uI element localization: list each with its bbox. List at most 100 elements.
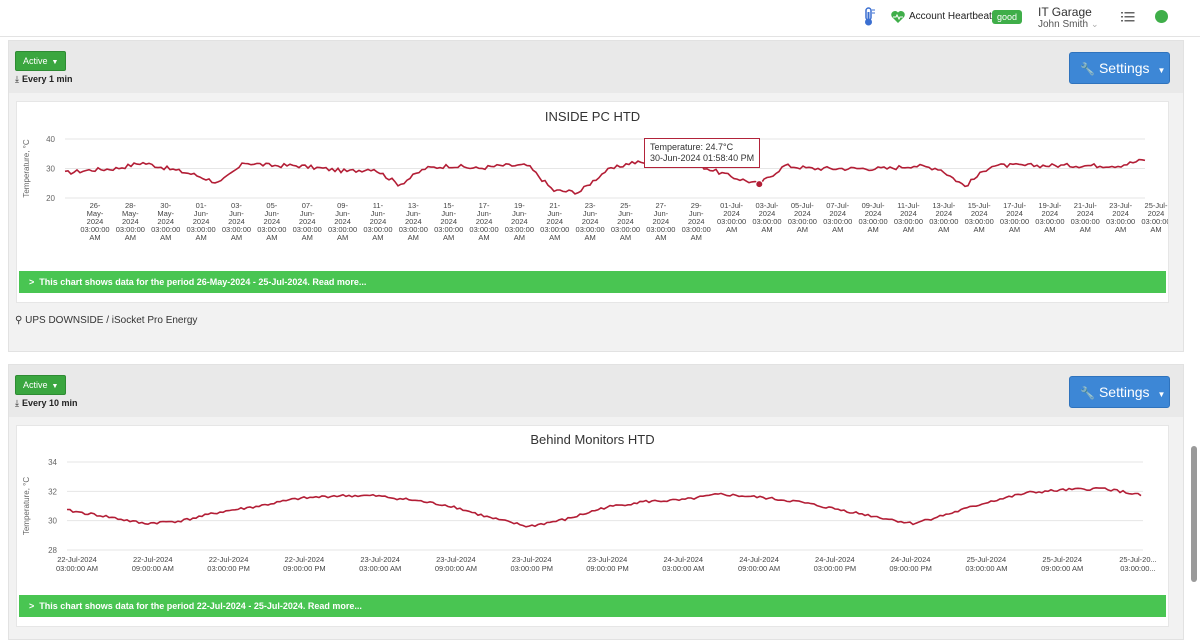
series-line bbox=[64, 157, 1146, 195]
x-tick-label: 30-May-2024 03:00:00 AM bbox=[151, 201, 180, 242]
settings-label: Settings bbox=[1098, 60, 1150, 76]
download-icon: ⤓ bbox=[15, 74, 19, 84]
heartbeat-icon bbox=[891, 11, 905, 23]
x-tick-label: 11-Jul-2024 03:00:00 AM bbox=[894, 201, 923, 234]
x-tick-label: 15-Jun-2024 03:00:00 AM bbox=[434, 201, 463, 242]
page-scrollbar[interactable] bbox=[1191, 446, 1197, 582]
y-tick-label: 28 bbox=[48, 546, 57, 555]
heartbeat-status-badge: good bbox=[992, 10, 1023, 24]
caret-down-icon: ▼ bbox=[51, 59, 59, 66]
x-tick-label: 24-Jul-2024 03:00:00 PM bbox=[814, 555, 857, 573]
chart-title: INSIDE PC HTD bbox=[544, 109, 641, 124]
y-tick-label: 30 bbox=[46, 165, 55, 174]
list-menu-icon[interactable] bbox=[1121, 11, 1135, 23]
x-tick-label: 17-Jul-2024 03:00:00 AM bbox=[1000, 201, 1029, 234]
caret-down-icon: ▼ bbox=[1157, 66, 1166, 75]
wrench-icon: 🔧 bbox=[1080, 386, 1095, 400]
x-tick-label: 25-Jul-2024 03:00:00 AM bbox=[965, 555, 1007, 573]
panel-header bbox=[9, 41, 1183, 93]
x-tick-label: 17-Jun-2024 03:00:00 AM bbox=[469, 201, 498, 242]
settings-button[interactable]: 🔧 Settings ▼ bbox=[1069, 52, 1170, 84]
x-tick-label: 23-Jul-2024 03:00:00 AM bbox=[1106, 201, 1135, 234]
online-status-icon bbox=[1155, 10, 1168, 23]
x-tick-label: 01-Jul-2024 03:00:00 AM bbox=[717, 201, 746, 234]
x-tick-label: 27-Jun-2024 03:00:00 AM bbox=[646, 201, 675, 242]
x-tick-label: 23-Jul-2024 03:00:00 PM bbox=[510, 555, 553, 573]
y-tick-label: 20 bbox=[46, 194, 55, 203]
sensor-panel-2: Active ▼ ⤓ Every 10 min 🔧 Settings ▼ Behind … bbox=[8, 364, 1184, 640]
y-tick-label: 34 bbox=[48, 458, 57, 467]
active-status-button[interactable]: Active ▼ bbox=[15, 51, 67, 71]
y-axis-label: Temperature, °C bbox=[22, 477, 31, 536]
interval-label: ⤓ Every 10 min bbox=[15, 398, 78, 409]
chart-info-bar[interactable]: > This chart shows data for the period 26… bbox=[19, 271, 1166, 293]
caret-down-icon: ▼ bbox=[1157, 390, 1166, 399]
x-tick-label: 07-Jul-2024 03:00:00 AM bbox=[823, 201, 852, 234]
x-tick-label: 26-May-2024 03:00:00 AM bbox=[80, 201, 109, 242]
tooltip-time: 30-Jun-2024 01:58:40 PM bbox=[650, 153, 755, 163]
chart-info-bar[interactable]: > This chart shows data for the period 22… bbox=[19, 595, 1166, 617]
x-tick-label: 29-Jun-2024 03:00:00 AM bbox=[682, 201, 711, 242]
chart-card: INSIDE PC HTD Temperature, °C 20 30 40 26-Ma… bbox=[16, 101, 1169, 303]
active-status-label: Active bbox=[23, 56, 48, 66]
chart-title: Behind Monitors HTD bbox=[530, 432, 655, 447]
chart-card: Behind Monitors HTD Temperature, °C 28 30 3… bbox=[16, 425, 1169, 627]
top-bar: Account Heartbeat good IT Garage John Sm… bbox=[0, 0, 1200, 37]
x-tick-label: 25-Jul-2024 03:00:00 AM bbox=[1141, 201, 1168, 234]
info-text: This chart shows data for the period 22-… bbox=[39, 601, 362, 611]
wrench-icon: 🔧 bbox=[1080, 62, 1095, 76]
x-tick-label: 23-Jul-2024 09:00:00 PM bbox=[586, 555, 629, 573]
x-tick-label: 21-Jun-2024 03:00:00 AM bbox=[540, 201, 569, 242]
org-name[interactable]: IT Garage bbox=[1038, 5, 1092, 19]
x-tick-label: 23-Jul-2024 09:00:00 AM bbox=[435, 555, 477, 573]
x-tick-label: 09-Jul-2024 03:00:00 AM bbox=[858, 201, 887, 234]
x-tick-label: 11-Jun-2024 03:00:00 AM bbox=[363, 201, 392, 242]
x-tick-label: 24-Jul-2024 09:00:00 AM bbox=[738, 555, 780, 573]
x-tick-label: 07-Jun-2024 03:00:00 AM bbox=[293, 201, 322, 242]
location-text: UPS DOWNSIDE / iSocket Pro Energy bbox=[25, 315, 198, 326]
x-tick-label: 24-Jul-2024 09:00:00 PM bbox=[889, 555, 932, 573]
chevron-right-icon: > bbox=[29, 601, 35, 611]
sensor-panel-1: Active ▼ ⤓ Every 1 min 🔧 Settings ▼ INSIDE P… bbox=[8, 40, 1184, 352]
user-name: John Smith bbox=[1038, 19, 1089, 30]
x-tick-label: 22-Jul-2024 03:00:00 PM bbox=[207, 555, 250, 573]
x-tick-label: 03-Jun-2024 03:00:00 AM bbox=[222, 201, 251, 242]
x-tick-label: 09-Jun-2024 03:00:00 AM bbox=[328, 201, 357, 242]
heartbeat-label: Account Heartbeat bbox=[909, 11, 992, 22]
x-tick-label: 19-Jun-2024 03:00:00 AM bbox=[505, 201, 534, 242]
x-tick-label: 13-Jun-2024 03:00:00 AM bbox=[399, 201, 428, 242]
map-pin-icon: ⚲ bbox=[15, 315, 23, 326]
x-tick-label: 15-Jul-2024 03:00:00 AM bbox=[965, 201, 994, 234]
x-tick-label: 19-Jul-2024 03:00:00 AM bbox=[1035, 201, 1064, 234]
thermometer-icon[interactable] bbox=[862, 7, 876, 27]
settings-label: Settings bbox=[1098, 384, 1150, 400]
series-line bbox=[66, 486, 1142, 528]
x-tick-label: 22-Jul-2024 09:00:00 AM bbox=[132, 555, 174, 573]
x-tick-label: 23-Jul-2024 03:00:00 AM bbox=[359, 555, 401, 573]
sensor-location: ⚲ UPS DOWNSIDE / iSocket Pro Energy bbox=[15, 315, 197, 326]
x-tick-label: 25-Jun-2024 03:00:00 AM bbox=[611, 201, 640, 242]
y-tick-label: 40 bbox=[46, 135, 55, 144]
x-tick-label: 22-Jul-2024 09:00:00 PM bbox=[283, 555, 326, 573]
interval-text: Every 10 min bbox=[21, 398, 78, 408]
x-tick-label: 28-May-2024 03:00:00 AM bbox=[116, 201, 145, 242]
panel-header bbox=[9, 365, 1183, 417]
x-tick-label: 22-Jul-2024 03:00:00 AM bbox=[56, 555, 98, 573]
chart-tooltip: Temperature: 24.7°C 30-Jun-2024 01:58:40… bbox=[644, 138, 761, 168]
x-tick-label: 24-Jul-2024 03:00:00 AM bbox=[662, 555, 704, 573]
x-tick-label: 05-Jul-2024 03:00:00 AM bbox=[788, 201, 817, 234]
temperature-chart[interactable]: Temperature, °C 20 30 40 26-May-2024 03:00:00… bbox=[17, 128, 1168, 288]
download-icon: ⤓ bbox=[15, 398, 19, 408]
chevron-down-icon: ⌄ bbox=[1091, 19, 1099, 29]
user-menu[interactable]: John Smith ⌄ bbox=[1038, 19, 1099, 30]
x-tick-label: 13-Jul-2024 03:00:00 AM bbox=[929, 201, 958, 234]
settings-button[interactable]: 🔧 Settings ▼ bbox=[1069, 376, 1170, 408]
x-tick-label: 25-Jul-2024 09:00:00 AM bbox=[1041, 555, 1083, 573]
x-tick-label: 01-Jun-2024 03:00:00 AM bbox=[186, 201, 215, 242]
hover-point-marker bbox=[755, 180, 764, 189]
info-text: This chart shows data for the period 26-… bbox=[39, 277, 367, 287]
x-tick-label: 25-Jul-20... 03:00:00... bbox=[1119, 555, 1157, 573]
active-status-button[interactable]: Active ▼ bbox=[15, 375, 67, 395]
x-tick-label: 03-Jul-2024 03:00:00 AM bbox=[752, 201, 781, 234]
temperature-chart[interactable]: Temperature, °C 28 30 32 34 22-Jul-2024 03:00:… bbox=[17, 452, 1168, 602]
